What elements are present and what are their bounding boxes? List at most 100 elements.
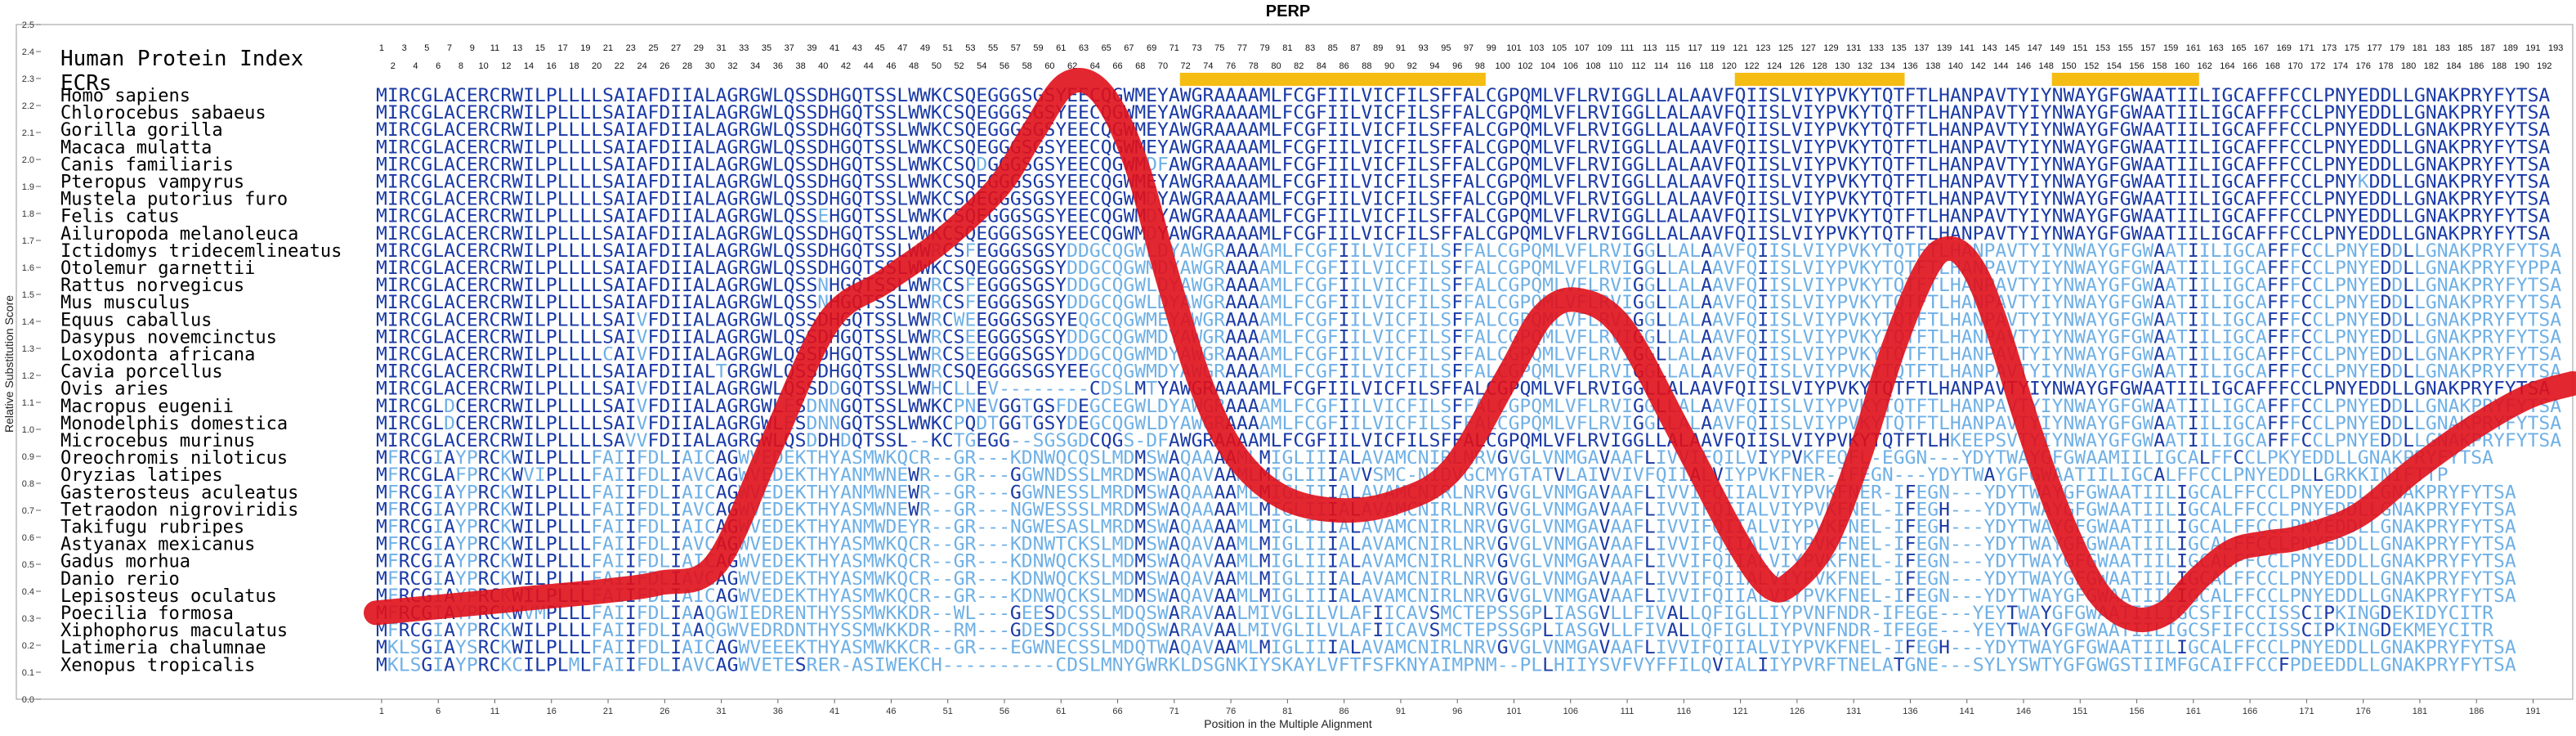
index-number: 6 [436,61,441,71]
x-tick-label: 11 [490,707,499,716]
index-number: 131 [1846,43,1861,53]
index-number: 65 [1102,43,1111,53]
index-number: 32 [727,61,737,71]
index-number: 175 [2345,43,2359,53]
species-label: Gorilla gorilla [60,120,223,141]
sequence-row: MIRCGLACERCRWILPLLLLSAI VFDIIALAGRGWLQSSD… [376,310,2561,330]
index-number: 154 [2107,61,2122,71]
index-number: 113 [1643,43,1657,53]
index-number: 173 [2322,43,2337,53]
x-tick-label: 166 [2243,707,2257,716]
index-number: 123 [1755,43,1770,53]
index-number: 107 [1574,43,1589,53]
index-number: 188 [2492,61,2507,71]
x-tick-label: 176 [2355,707,2370,716]
index-number: 3 [402,43,407,53]
index-number: 70 [1158,61,1168,71]
index-number: 46 [886,61,896,71]
y-tick-label: 1.4 [22,317,34,327]
index-number: 178 [2378,61,2393,71]
sequence-row: MIRCGLACERCRWILPLLLLSAIAFDIIALAGRGWLQSSD… [376,241,2561,262]
index-number: 93 [1419,43,1429,53]
plot-border [16,24,2574,700]
index-number: 152 [2084,61,2099,71]
x-tick-label: 51 [943,707,953,716]
index-number: 166 [2243,61,2257,71]
index-number: 167 [2254,43,2269,53]
alignment-rows: Homo sapiens MIRCGLACERCRWILPLLLLSAIAFDII… [60,86,2561,675]
sequence-row: MKLSGIAYPRCKCILPL MLFAIIFDLIAVCAGWVETE SRE… [376,655,2516,675]
x-tick-label: 66 [1112,707,1122,716]
x-tick-label: 61 [1056,707,1066,716]
species-label: Gasterosteus aculeatus [60,482,298,503]
index-number: 139 [1937,43,1952,53]
index-number: 83 [1305,43,1315,53]
index-number: 40 [818,61,828,71]
index-number: 50 [932,61,941,71]
y-tick-label: 0.1 [22,668,34,678]
index-number: 111 [1621,43,1635,53]
species-label: Microcebus murinus [60,431,255,451]
ecr-bar [2051,73,2199,86]
index-number: 99 [1487,43,1496,53]
index-number: 94 [1429,61,1439,71]
index-number: 26 [660,61,669,71]
species-label: Felis catus [60,207,180,227]
x-tick-label: 181 [2413,707,2427,716]
index-number: 121 [1733,43,1747,53]
index-number: 193 [2548,43,2563,53]
species-label: Canis familiaris [60,155,234,175]
index-number: 91 [1396,43,1406,53]
y-tick-label: 1.9 [22,182,34,192]
species-label: Cavia porcellus [60,362,223,383]
index-number: 16 [547,61,557,71]
index-number: 22 [615,61,624,71]
index-number: 39 [807,43,816,53]
species-label: Poecilia formosa [60,604,234,624]
index-number: 119 [1711,43,1725,53]
index-number: 147 [2028,43,2042,53]
index-number: 132 [1858,61,1872,71]
x-axis-title: Position in the Multiple Alignment [1204,717,1372,730]
species-label: Equus caballus [60,310,212,330]
x-tick-label: 6 [436,707,441,716]
y-tick-label: 1.2 [22,371,34,381]
index-number: 49 [920,43,930,53]
index-number: 24 [637,61,646,71]
y-tick-label: 2.1 [22,128,34,138]
index-number: 155 [2118,43,2133,53]
substitution-curve [364,68,2576,633]
index-number: 133 [1869,43,1884,53]
x-tick-label: 156 [2129,707,2144,716]
index-number: 137 [1914,43,1929,53]
index-number: 144 [1993,61,2008,71]
sequence-row: MIRCGLACERCRWILPLLLLSAI VFDIIALAGRGWLQSSD… [376,327,2561,348]
y-tick-label: 1.3 [22,344,34,354]
x-tick-label: 111 [1621,707,1635,716]
sequence-row: MKLSGIAYSRCKWILPLLL FAIIFDLIAICAGWVEEEKTH… [376,638,2516,658]
sequence-row: MFRCGIAYPRCKWILPLLL FAIIFDLIAICAGWVEDEKTH… [376,482,2516,503]
species-label: Pteropus vampyrus [60,173,244,193]
index-number: 101 [1506,43,1521,53]
index-number: 110 [1608,61,1623,71]
x-tick-label: 186 [2469,707,2484,716]
index-number: 136 [1903,61,1917,71]
index-number: 19 [580,43,590,53]
human-protein-index-row: 1234567891011121314151617181920212223242… [379,43,2564,71]
x-tick-label: 26 [660,707,669,716]
sequence-row: MIRCGLACERCRWILPLLLLSA VVFDIIALAGRGWLQS DD… [376,431,2561,451]
index-number: 191 [2525,43,2540,53]
sequence-row: MIRCGLACERCRWILPLLLLSAIAFDIIALAGRGWLQSS N… [376,276,2561,296]
index-number: 186 [2469,61,2484,71]
index-number: 149 [2050,43,2064,53]
human-protein-index-label: Human Protein Index [60,47,303,71]
index-number: 37 [785,43,794,53]
index-number: 134 [1881,61,1895,71]
index-number: 13 [512,43,522,53]
index-number: 52 [954,61,964,71]
index-number: 120 [1722,61,1737,71]
x-tick-label: 106 [1563,707,1578,716]
y-axis-title: Relative Substitution Score [2,295,16,433]
x-tick-label: 161 [2186,707,2201,716]
sequence-row: MFRCGIAYPRCKWILPLLL FAIIFDLIAAQGWVEDRDNTH… [376,621,2494,641]
